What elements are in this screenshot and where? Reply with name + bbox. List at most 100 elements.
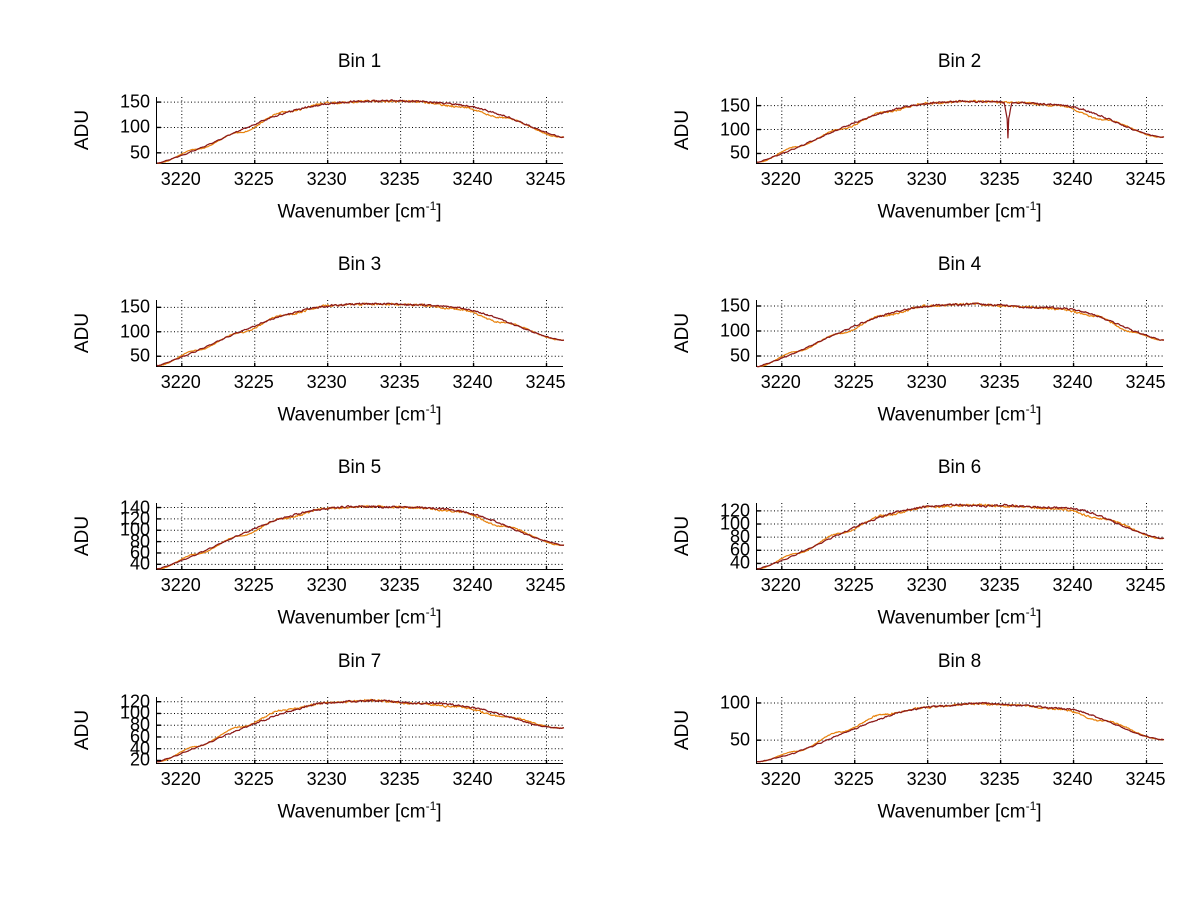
y-tick-label: 20 — [129, 749, 150, 770]
y-tick-label: 100 — [119, 321, 150, 342]
x-tick-label: 3220 — [160, 372, 201, 392]
data-series-line-primary — [156, 505, 565, 570]
x-tick-label: 3240 — [452, 769, 493, 789]
x-axis-label-bracket: ] — [436, 201, 442, 223]
x-axis-label-main: Wavenumber [cm — [277, 607, 426, 629]
y-tick-label: 40 — [129, 738, 150, 759]
x-axis-label-main: Wavenumber [cm — [877, 607, 1026, 629]
x-tick-label: 3245 — [1125, 769, 1166, 789]
y-tick-label: 140 — [119, 497, 150, 518]
data-series-line-primary — [156, 699, 565, 763]
x-tick-label: 3230 — [306, 575, 347, 595]
y-tick-label: 120 — [119, 691, 150, 712]
y-axis-label: ADU — [672, 515, 693, 556]
subplot-panel-bin-4: Bin 4 3220 3225 3230 3235 3240 3245 50 100 150 ADU… — [600, 253, 1200, 455]
x-tick-label: 3225 — [233, 169, 274, 189]
axes-box — [756, 697, 1165, 764]
subplot-panel-bin-5: Bin 5 3220 3225 3230 3235 3240 3245 40 60 80 100 12… — [0, 456, 600, 658]
data-series-line-primary — [756, 302, 1165, 368]
subplot-title: Bin 7 — [337, 651, 382, 672]
subplot-title: Bin 1 — [337, 51, 382, 72]
x-axis-label: Wavenumber [cm-1] — [576, 605, 1200, 629]
y-tick-label: 80 — [129, 531, 150, 552]
y-tick-label: 50 — [729, 345, 750, 366]
axes-box — [756, 503, 1165, 570]
x-tick-label: 3240 — [452, 575, 493, 595]
y-tick-label: 120 — [119, 508, 150, 529]
y-tick-label: 120 — [719, 500, 750, 521]
plot-area — [156, 697, 565, 764]
axes-box — [156, 697, 565, 764]
data-series-line-secondary — [156, 302, 565, 367]
subplot-title: Bin 6 — [937, 457, 982, 478]
subplot-title: Bin 4 — [937, 254, 982, 275]
y-tick-label: 80 — [729, 526, 750, 547]
x-axis-label-main: Wavenumber [cm — [277, 801, 426, 823]
x-tick-label: 3240 — [452, 169, 493, 189]
subplot-title: Bin 5 — [337, 457, 382, 478]
x-axis-label-exponent: -1 — [425, 605, 437, 619]
y-tick-label: 100 — [719, 119, 750, 140]
data-series-line-primary — [756, 701, 1165, 763]
x-axis-label: Wavenumber [cm-1] — [0, 199, 743, 223]
data-series-line-secondary — [756, 702, 1165, 763]
x-tick-label: 3230 — [306, 372, 347, 392]
subplot-panel-bin-1: Bin 1 3220 3225 3230 3235 3240 3245 50 100 150 ADU… — [0, 50, 600, 252]
x-tick-label: 3235 — [379, 372, 420, 392]
x-axis-label-exponent: -1 — [1025, 799, 1037, 813]
x-tick-label: 3225 — [833, 169, 874, 189]
data-series-line-secondary — [756, 302, 1165, 368]
plot-area — [156, 97, 565, 164]
y-tick-label: 80 — [129, 714, 150, 735]
x-tick-label: 3240 — [1052, 372, 1093, 392]
x-axis-label-exponent: -1 — [425, 402, 437, 416]
x-axis-label: Wavenumber [cm-1] — [0, 799, 743, 823]
x-tick-label: 3240 — [1052, 769, 1093, 789]
data-series-line-secondary — [756, 503, 1165, 570]
x-tick-label: 3235 — [979, 372, 1020, 392]
y-tick-label: 100 — [119, 519, 150, 540]
x-tick-label: 3235 — [979, 769, 1020, 789]
x-tick-label: 3240 — [452, 372, 493, 392]
y-tick-label: 150 — [719, 295, 750, 316]
data-series-line-secondary — [756, 99, 1165, 163]
x-axis-label-main: Wavenumber [cm — [877, 404, 1026, 426]
x-tick-label: 3245 — [525, 169, 566, 189]
y-tick-label: 150 — [119, 91, 150, 112]
subplot-panel-bin-8: Bin 8 3220 3225 3230 3235 3240 3245 50 100 ADU Wav… — [600, 650, 1200, 852]
x-tick-label: 3245 — [525, 575, 566, 595]
data-series-line-primary — [756, 503, 1165, 570]
x-tick-label: 3220 — [760, 575, 801, 595]
x-tick-label: 3225 — [833, 769, 874, 789]
x-tick-label: 3245 — [1125, 169, 1166, 189]
x-tick-label: 3245 — [1125, 372, 1166, 392]
x-tick-label: 3225 — [233, 575, 274, 595]
y-axis-label: ADU — [72, 709, 93, 750]
subplot-panel-bin-6: Bin 6 3220 3225 3230 3235 3240 3245 40 60 80 100 12… — [600, 456, 1200, 658]
x-tick-label: 3230 — [906, 575, 947, 595]
plot-area — [756, 503, 1165, 570]
y-tick-label: 100 — [719, 320, 750, 341]
x-axis-label-main: Wavenumber [cm — [277, 201, 426, 223]
x-tick-label: 3235 — [379, 769, 420, 789]
x-axis-label-bracket: ] — [1036, 801, 1042, 823]
data-series-line-secondary — [156, 504, 565, 570]
y-tick-label: 100 — [119, 702, 150, 723]
x-tick-label: 3245 — [525, 769, 566, 789]
data-series-line-primary — [756, 99, 1165, 163]
x-tick-label: 3225 — [233, 372, 274, 392]
x-axis-label-exponent: -1 — [425, 799, 437, 813]
x-axis-label-bracket: ] — [436, 404, 442, 426]
y-tick-label: 100 — [719, 513, 750, 534]
x-axis-label: Wavenumber [cm-1] — [576, 799, 1200, 823]
x-axis-label-main: Wavenumber [cm — [877, 201, 1026, 223]
data-series-line-primary — [156, 99, 565, 164]
x-tick-label: 3225 — [833, 575, 874, 595]
x-axis-label-main: Wavenumber [cm — [877, 801, 1026, 823]
y-tick-label: 40 — [729, 552, 750, 573]
y-tick-label: 60 — [729, 539, 750, 560]
x-tick-label: 3240 — [1052, 169, 1093, 189]
y-tick-label: 50 — [129, 345, 150, 366]
y-axis-label: ADU — [72, 515, 93, 556]
y-tick-label: 60 — [129, 542, 150, 563]
